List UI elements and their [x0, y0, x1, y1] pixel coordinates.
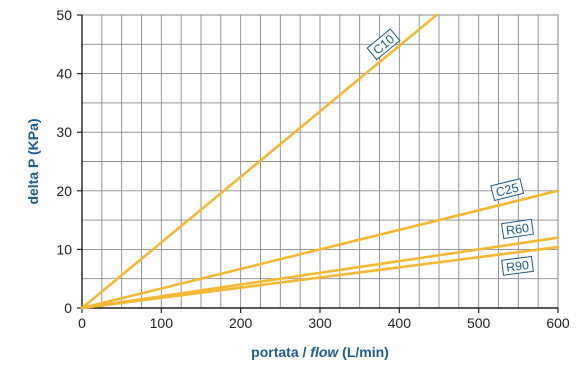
series-layer [80, 13, 560, 310]
series-line-r60 [80, 236, 560, 310]
tick-label-layer: 0 100 200 300 400 500 600 0 10 20 30 40 50 [56, 7, 569, 331]
y-tick-label: 0 [64, 300, 72, 316]
series-tag-r60: R60 [500, 218, 535, 240]
x-axis-title: portata / flow (L/min) [251, 344, 389, 360]
series-line-c10 [80, 13, 438, 310]
x-tick-label: 500 [467, 315, 491, 331]
series-tag-box [500, 218, 535, 240]
y-tick-label: 20 [56, 183, 72, 199]
series-line-c25 [80, 189, 560, 310]
series-tag-label: R60 [505, 221, 530, 238]
series-tag-box [490, 178, 525, 202]
series-tag-c25: C25 [490, 178, 525, 202]
x-tick-label: 600 [546, 315, 570, 331]
y-tick-label: 10 [56, 241, 72, 257]
y-axis-title: delta P (KPa) [25, 118, 41, 204]
grid-layer [82, 15, 558, 308]
series-tag-label: R90 [505, 258, 530, 275]
series-tag-label: C25 [495, 181, 521, 200]
x-axis-title-suffix: (L/min) [338, 344, 389, 360]
x-axis-title-italic: flow [310, 344, 339, 360]
x-tick-label: 400 [388, 315, 412, 331]
series-label-layer: C10 C25 R60 R90 [366, 28, 535, 276]
axis-layer [77, 14, 559, 313]
x-tick-label: 100 [150, 315, 174, 331]
x-tick-label: 300 [308, 315, 332, 331]
series-line-r90 [80, 245, 560, 310]
x-tick-label: 0 [78, 315, 86, 331]
y-tick-label: 40 [56, 66, 72, 82]
series-tag-c10: C10 [366, 28, 401, 61]
series-tag-r90: R90 [501, 255, 534, 276]
x-tick-label: 200 [229, 315, 253, 331]
y-tick-label: 30 [56, 124, 72, 140]
series-tag-box [366, 28, 401, 61]
y-tick-label: 50 [56, 7, 72, 23]
x-axis-title-prefix: portata / [251, 344, 310, 360]
series-tag-box [501, 255, 534, 276]
